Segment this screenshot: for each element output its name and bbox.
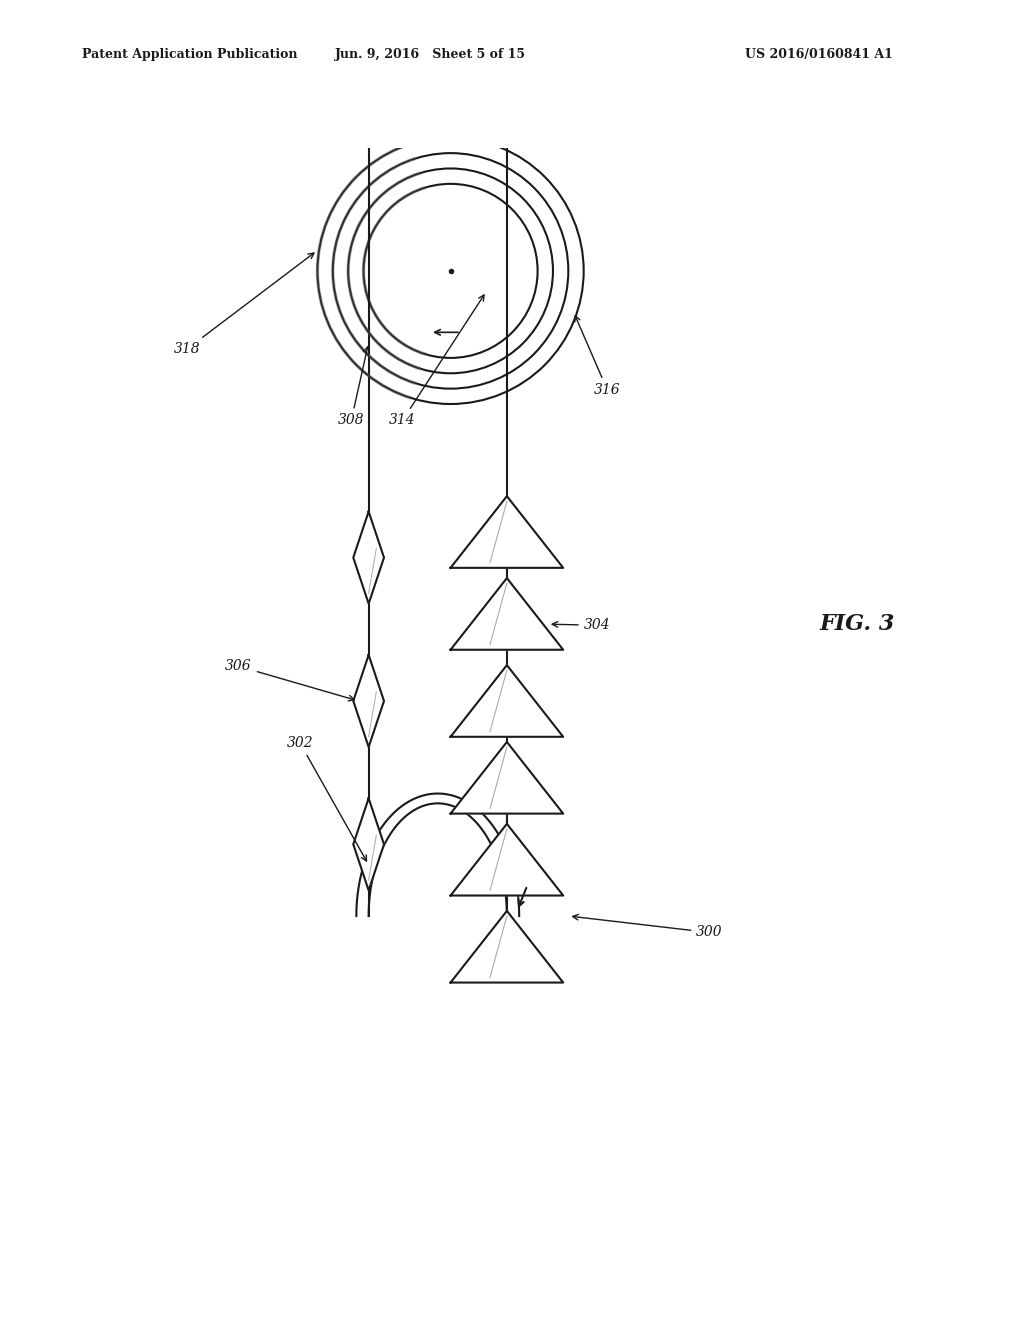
Polygon shape bbox=[353, 799, 384, 891]
Text: 308: 308 bbox=[338, 347, 370, 428]
Text: FIG. 3: FIG. 3 bbox=[819, 614, 895, 635]
Text: 306: 306 bbox=[225, 659, 354, 701]
Text: 300: 300 bbox=[572, 915, 723, 940]
Text: 316: 316 bbox=[574, 315, 621, 397]
Text: 304: 304 bbox=[552, 618, 610, 632]
Polygon shape bbox=[451, 496, 563, 568]
Polygon shape bbox=[451, 824, 563, 895]
Text: Jun. 9, 2016   Sheet 5 of 15: Jun. 9, 2016 Sheet 5 of 15 bbox=[335, 48, 525, 61]
Polygon shape bbox=[451, 742, 563, 813]
Polygon shape bbox=[451, 578, 563, 649]
Text: 302: 302 bbox=[287, 737, 367, 861]
Polygon shape bbox=[353, 655, 384, 747]
Text: US 2016/0160841 A1: US 2016/0160841 A1 bbox=[745, 48, 893, 61]
Text: Patent Application Publication: Patent Application Publication bbox=[82, 48, 297, 61]
Polygon shape bbox=[451, 665, 563, 737]
Polygon shape bbox=[451, 911, 563, 982]
Polygon shape bbox=[353, 512, 384, 603]
Text: 314: 314 bbox=[389, 294, 484, 428]
Text: 318: 318 bbox=[174, 253, 314, 356]
